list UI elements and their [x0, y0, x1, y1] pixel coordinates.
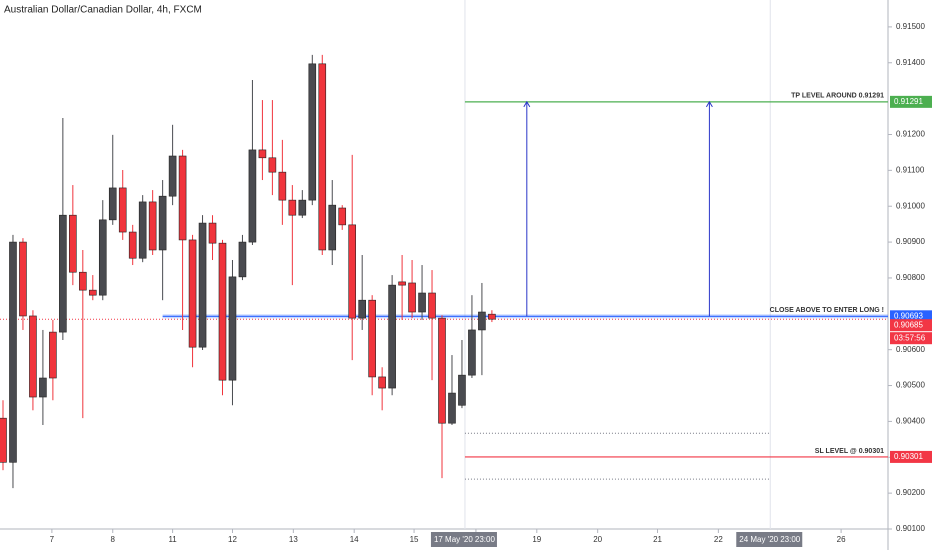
candle-body — [418, 292, 426, 313]
x-tick-label: 14 — [350, 535, 359, 544]
current-price-box — [890, 319, 932, 332]
time-marker-box — [430, 532, 497, 547]
arrow-head — [705, 100, 713, 108]
candle-body — [438, 317, 446, 424]
candle-body — [348, 224, 357, 319]
candle-body — [268, 157, 277, 173]
candle-body — [29, 315, 37, 398]
time-marker-date: 17 May '20 — [434, 535, 473, 544]
countdown-box — [890, 332, 932, 345]
candle-body — [398, 281, 406, 286]
y-tick-label: 0.91200 — [896, 130, 925, 139]
candle-body — [298, 199, 307, 216]
time-marker-time: 23:00 — [780, 535, 801, 544]
candle-body — [338, 207, 347, 226]
y-tick-label: 0.90600 — [896, 345, 925, 354]
candle-body — [98, 219, 107, 296]
y-tick-label: 0.90100 — [896, 524, 925, 533]
candle-body — [138, 201, 147, 259]
level-price-text: 0.91291 — [894, 97, 923, 106]
y-tick-label: 0.90400 — [896, 417, 925, 426]
candle-body — [458, 374, 466, 406]
candle-body — [328, 204, 337, 251]
candle-body — [19, 241, 27, 317]
x-tick-label: 19 — [532, 535, 541, 544]
time-marker-date: 24 May '20 — [739, 535, 778, 544]
candle-body — [288, 199, 297, 216]
candle-body — [118, 187, 127, 233]
x-tick-label: 22 — [714, 535, 723, 544]
y-tick-label: 0.90900 — [896, 237, 925, 246]
candle-body — [49, 331, 57, 379]
candle-body — [428, 292, 436, 319]
candle-body — [148, 201, 157, 251]
y-tick-label: 0.90800 — [896, 273, 925, 282]
candle-body — [238, 241, 247, 278]
candle-body — [368, 299, 376, 378]
x-tick-label: 15 — [410, 535, 419, 544]
candle-body — [378, 376, 386, 389]
y-tick-label: 0.90200 — [896, 488, 925, 497]
level-price-text: 0.90301 — [894, 452, 923, 461]
candle-body — [79, 271, 87, 291]
arrow-head — [523, 100, 531, 108]
level-label: TP LEVEL AROUND 0.91291 — [791, 93, 884, 100]
level-price-box — [890, 95, 932, 108]
x-tick-label: 21 — [653, 535, 662, 544]
y-tick-label: 0.91500 — [896, 22, 925, 31]
level-label: CLOSE ABOVE TO ENTER LONG ! — [770, 307, 884, 314]
x-tick-label: 12 — [228, 535, 237, 544]
candle-body — [488, 313, 496, 320]
candle-body — [228, 276, 237, 381]
time-marker-box — [736, 532, 803, 547]
x-tick-label: 8 — [111, 535, 116, 544]
candle-body — [248, 149, 257, 243]
candle-body — [69, 214, 77, 273]
time-marker-time: 23:00 — [475, 535, 496, 544]
x-tick-label: 20 — [593, 535, 602, 544]
candle-body — [9, 241, 17, 463]
candle-body — [388, 284, 396, 389]
candle-body — [168, 155, 177, 197]
candle-body — [39, 377, 47, 398]
candle-body — [258, 149, 267, 159]
level-label: SL LEVEL @ 0.90301 — [815, 448, 884, 455]
y-tick-label: 0.91100 — [896, 165, 925, 174]
x-tick-label: 11 — [168, 535, 177, 544]
x-tick-label: 26 — [837, 535, 846, 544]
candle-body — [408, 282, 416, 313]
candle-body — [198, 222, 207, 348]
candle-body — [158, 195, 167, 251]
candle-body — [448, 392, 456, 424]
level-price-text: 0.90693 — [894, 311, 923, 320]
candle-body — [108, 187, 117, 221]
candle-body — [128, 231, 137, 259]
x-tick-label: 7 — [50, 535, 55, 544]
candle-body — [218, 242, 227, 381]
candle-body — [88, 289, 97, 296]
x-tick-label: 13 — [289, 535, 298, 544]
current-price-text: 0.90685 — [894, 320, 923, 329]
countdown-text: 03:57:56 — [894, 333, 926, 342]
candle-body — [358, 299, 366, 319]
y-tick-label: 0.90500 — [896, 381, 925, 390]
candle-body — [0, 417, 7, 463]
candle-body — [188, 239, 197, 348]
candle-body — [318, 63, 327, 251]
candle-body — [308, 63, 317, 201]
candle-body — [278, 171, 287, 201]
candle-body — [59, 214, 67, 333]
candle-body — [468, 329, 476, 376]
candle-body — [208, 222, 217, 244]
level-price-box — [890, 450, 932, 463]
candle-body — [178, 155, 187, 241]
y-tick-label: 0.91400 — [896, 58, 925, 67]
y-tick-label: 0.91000 — [896, 201, 925, 210]
chart-title: Australian Dollar/Canadian Dollar, 4h, F… — [4, 5, 202, 16]
candle-body — [478, 311, 486, 331]
